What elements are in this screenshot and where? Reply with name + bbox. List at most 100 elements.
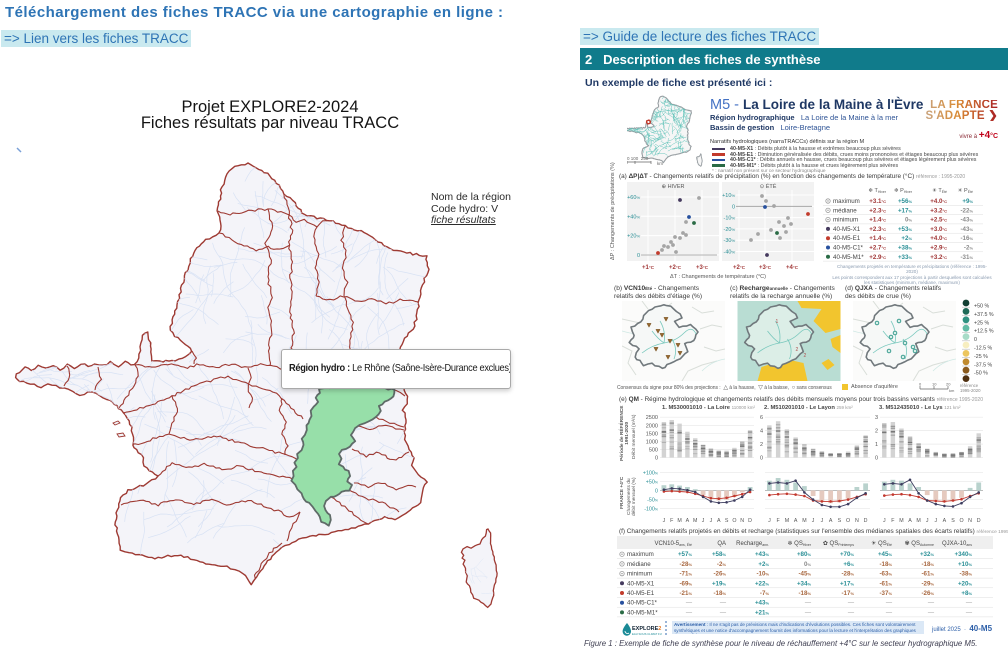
svg-text:J: J: [934, 518, 937, 524]
svg-text:+2.9°C: +2.9°C: [869, 254, 886, 261]
svg-text:❄ THiver: ❄ THiver: [868, 187, 886, 194]
svg-text:médiane: médiane: [627, 561, 651, 568]
svg-text:-61%: -61%: [921, 571, 934, 578]
svg-text:0: 0: [919, 383, 922, 387]
svg-text:2: 2: [875, 429, 878, 435]
svg-text:+58%: +58%: [712, 551, 727, 558]
svg-text:2: 2: [804, 353, 807, 359]
svg-text:EXPLORE2: EXPLORE2: [632, 626, 661, 632]
svg-text:—: —: [720, 609, 727, 616]
svg-text:✿ QSPrintemps: ✿ QSPrintemps: [823, 540, 854, 547]
svg-text:-63%: -63%: [879, 571, 892, 578]
svg-text:☀ QSÉté: ☀ QSÉté: [871, 540, 892, 547]
svg-text:+17%: +17%: [898, 207, 913, 214]
svg-text:+20%: +20%: [958, 580, 973, 587]
svg-text:+1.4°C: +1.4°C: [869, 235, 886, 242]
svg-text:+10%: +10%: [958, 561, 973, 568]
svg-text:2: 2: [760, 442, 763, 448]
svg-text:O: O: [846, 518, 850, 524]
svg-text:J: J: [768, 518, 771, 524]
svg-text:km: km: [949, 388, 955, 393]
svg-text:-2%: -2%: [717, 561, 727, 568]
svg-text:-7%: -7%: [760, 590, 770, 597]
svg-text:+50 %: +50 %: [974, 304, 989, 310]
svg-text:+57%: +57%: [678, 551, 693, 558]
svg-text:A: A: [908, 518, 912, 524]
svg-text:-50%: -50%: [647, 498, 659, 504]
svg-text:-17%: -17%: [841, 590, 854, 597]
svg-text:—: —: [966, 600, 973, 607]
svg-text:-12.5 %: -12.5 %: [974, 346, 993, 352]
svg-text:M: M: [916, 518, 920, 524]
svg-text:+2.9°C: +2.9°C: [930, 245, 947, 252]
svg-text:40-M5-C1*: 40-M5-C1*: [833, 245, 864, 252]
svg-text:+40%: +40%: [627, 214, 640, 220]
svg-text:40-M5-M1*: 40-M5-M1*: [627, 609, 658, 616]
svg-text:-43%: -43%: [960, 226, 973, 233]
svg-text:A: A: [717, 518, 721, 524]
svg-text:M: M: [693, 518, 697, 524]
svg-text:J: J: [710, 518, 713, 524]
svg-text:✾ QSAutomne: ✾ QSAutomne: [905, 540, 934, 547]
svg-text:2: 2: [796, 347, 799, 353]
svg-text:⊕ HIVER: ⊕ HIVER: [662, 184, 685, 190]
svg-text:+3.2°C: +3.2°C: [930, 207, 947, 214]
svg-text:-28%: -28%: [679, 561, 692, 568]
svg-text:+4.0°C: +4.0°C: [930, 198, 947, 205]
svg-text:—: —: [886, 609, 893, 616]
svg-text:+2°C: +2°C: [733, 265, 746, 271]
svg-text:+25 %: +25 %: [974, 320, 989, 326]
svg-text:—: —: [720, 600, 727, 607]
svg-text:D: D: [748, 518, 752, 524]
svg-text:+1°C: +1°C: [642, 265, 655, 271]
svg-text:+2.3°C: +2.3°C: [869, 226, 886, 233]
svg-text:0: 0: [875, 456, 878, 462]
svg-text:O: O: [959, 518, 963, 524]
svg-text:+3.1°C: +3.1°C: [869, 198, 886, 205]
svg-text:❄ QSHiver: ❄ QSHiver: [787, 540, 811, 547]
svg-text:-45%: -45%: [798, 571, 811, 578]
svg-text:D: D: [864, 518, 868, 524]
svg-text:-100%: -100%: [644, 507, 659, 513]
svg-text:40-M5-C1*: 40-M5-C1*: [627, 600, 658, 607]
svg-text:EAU SOUS CLIMAT FUTUR: EAU SOUS CLIMAT FUTUR: [632, 632, 662, 636]
svg-text:A: A: [943, 518, 947, 524]
svg-text:M: M: [802, 518, 806, 524]
svg-text:J: J: [926, 518, 929, 524]
svg-text:+33%: +33%: [898, 254, 913, 261]
svg-text:+8%: +8%: [961, 590, 972, 597]
svg-text:500: 500: [649, 447, 658, 453]
svg-text:+3°C: +3°C: [759, 265, 772, 271]
svg-text:-28%: -28%: [841, 571, 854, 578]
svg-text:2500: 2500: [646, 415, 658, 421]
svg-text:+4.0°C: +4.0°C: [930, 235, 947, 242]
svg-text:J: J: [702, 518, 705, 524]
svg-text:S: S: [951, 518, 955, 524]
svg-text:—: —: [686, 600, 693, 607]
svg-text:M: M: [785, 518, 789, 524]
svg-text:+2%: +2%: [901, 235, 912, 242]
svg-text:F: F: [776, 518, 780, 524]
svg-text:—: —: [848, 600, 855, 607]
svg-text:+34%: +34%: [797, 580, 812, 587]
svg-text:+53%: +53%: [898, 226, 913, 233]
svg-text:0: 0: [655, 456, 658, 462]
svg-text:-16%: -16%: [960, 235, 973, 242]
svg-text:0%: 0%: [804, 561, 811, 568]
svg-text:QJXA-10ans: QJXA-10ans: [942, 541, 972, 547]
svg-text:20: 20: [946, 383, 951, 387]
svg-text:-18%: -18%: [713, 590, 726, 597]
svg-text:+2.5°C: +2.5°C: [930, 217, 947, 224]
svg-text:+100%: +100%: [643, 471, 659, 477]
svg-text:N: N: [740, 518, 744, 524]
svg-text:D: D: [977, 518, 981, 524]
svg-text:+20%: +20%: [627, 234, 640, 240]
svg-text:M: M: [677, 518, 681, 524]
svg-text:QA: QA: [717, 541, 726, 547]
svg-text:2000: 2000: [646, 423, 658, 429]
svg-text:-71%: -71%: [679, 571, 692, 578]
svg-text:—: —: [686, 609, 693, 616]
svg-text:+43%: +43%: [755, 600, 770, 607]
svg-text:+50%: +50%: [646, 480, 659, 486]
svg-text:+32%: +32%: [920, 551, 935, 558]
